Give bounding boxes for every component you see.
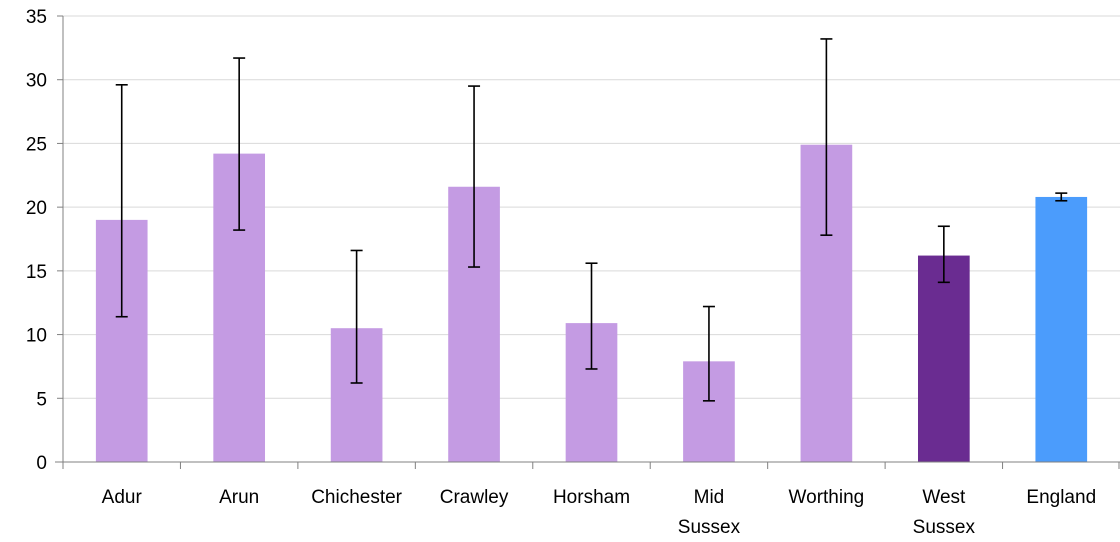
error-bar <box>115 84 128 318</box>
bar <box>917 255 970 462</box>
y-tick-label: 25 <box>26 134 47 155</box>
x-category-label: Mid <box>694 487 725 508</box>
y-tick-label: 30 <box>26 71 47 92</box>
x-category-label: Horsham <box>553 487 630 508</box>
error-bars <box>115 38 1068 402</box>
y-tick-label: 15 <box>26 262 47 283</box>
bar <box>1035 196 1088 462</box>
x-category-label: England <box>1026 487 1096 508</box>
y-tick-label: 35 <box>26 7 47 28</box>
y-tick-label: 5 <box>36 389 47 410</box>
y-tick-label: 20 <box>26 198 47 219</box>
x-category-label: Arun <box>219 487 259 508</box>
x-axis-category-labels: Adur Arun Chichester Crawley Horsham Mid Susse… <box>102 487 1096 538</box>
error-bar <box>468 85 481 268</box>
x-category-label: Sussex <box>678 517 741 538</box>
error-bar <box>937 225 950 284</box>
y-tick-label: 10 <box>26 326 47 347</box>
x-category-label: Worthing <box>789 487 865 508</box>
error-bar <box>1055 192 1068 202</box>
x-category-label: West <box>922 487 966 508</box>
y-axis-tick-labels: 0 5 10 15 20 25 30 35 <box>26 7 47 474</box>
x-category-label: Crawley <box>440 487 509 508</box>
error-bar <box>233 57 246 231</box>
error-bar <box>350 249 363 384</box>
error-bar <box>585 262 598 370</box>
error-bar <box>702 305 715 402</box>
x-category-label: Chichester <box>311 487 402 508</box>
error-bar <box>820 38 833 236</box>
x-category-label: Sussex <box>913 517 976 538</box>
x-axis <box>55 15 1120 469</box>
y-tick-label: 0 <box>36 453 47 474</box>
x-category-label: Adur <box>102 487 143 508</box>
